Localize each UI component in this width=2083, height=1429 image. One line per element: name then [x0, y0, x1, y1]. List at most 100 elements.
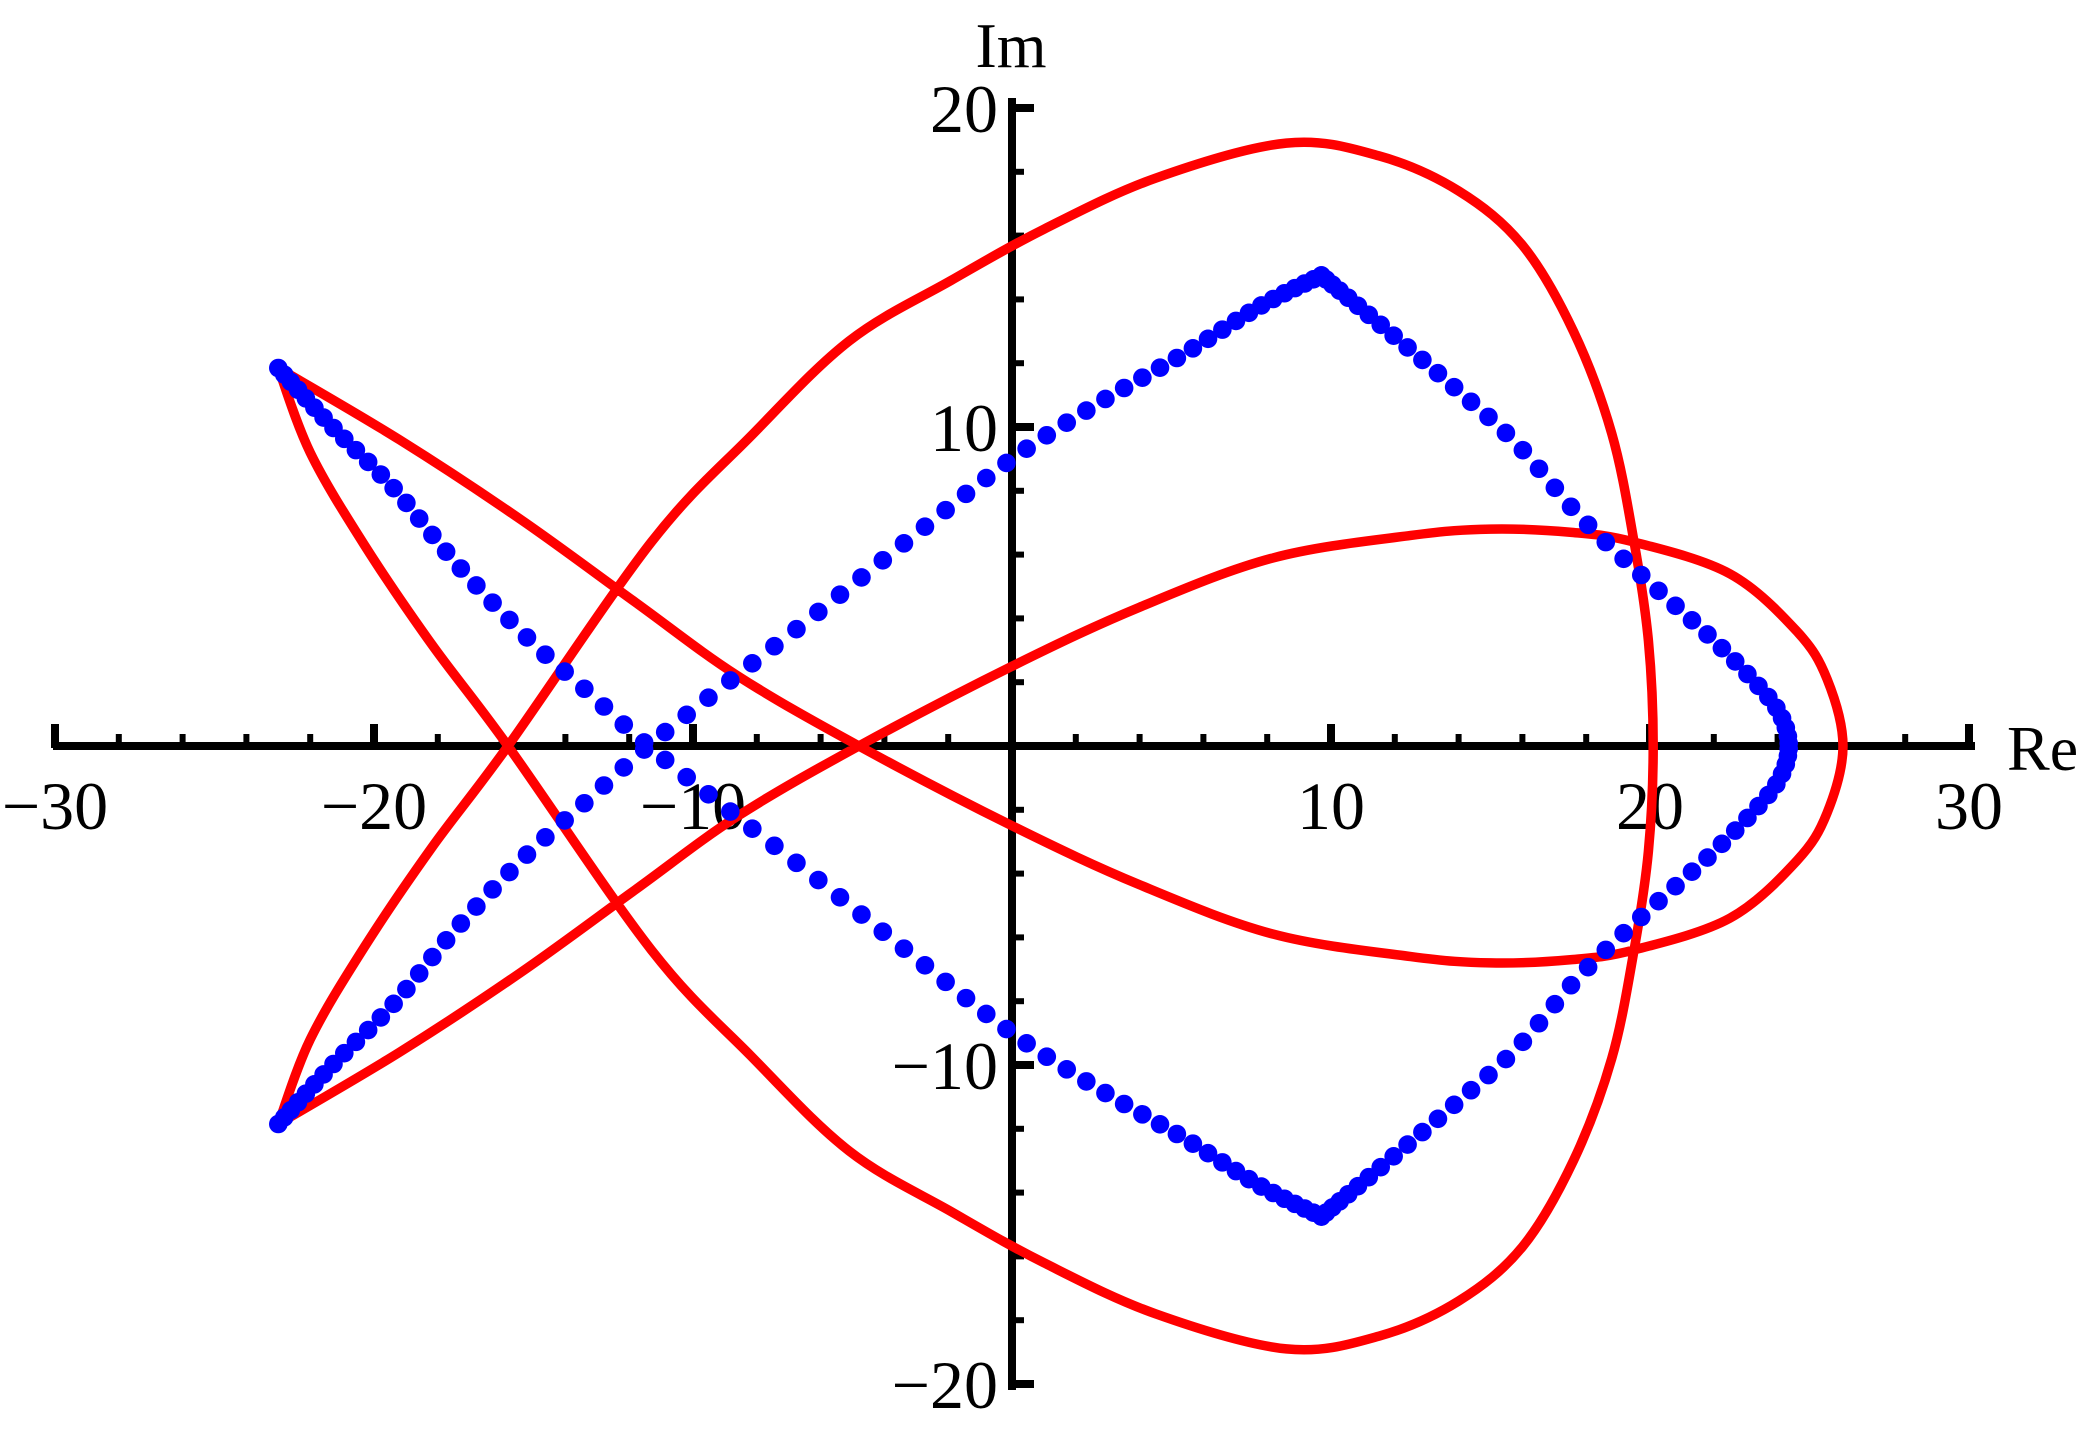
eigenvalue-dot: [384, 478, 403, 498]
eigenvalue-dot: [787, 619, 806, 639]
eigenvalue-dot: [1649, 581, 1668, 601]
eigenvalue-dot: [873, 922, 893, 942]
eigenvalue-dot: [1371, 1157, 1391, 1177]
eigenvalue-dot: [358, 1020, 378, 1040]
eigenvalue-dot: [1545, 478, 1565, 498]
eigenvalue-dot: [1114, 1094, 1134, 1114]
eigenvalue-dot: [384, 994, 403, 1014]
eigenvalue-dot: [1496, 423, 1516, 443]
eigenvalue-dot: [894, 939, 914, 958]
eigenvalue-dot: [500, 610, 519, 630]
eigenvalue-dots-layer: [269, 266, 1798, 1226]
eigenvalue-dot: [517, 628, 537, 647]
eigenvalue-dot: [1183, 339, 1203, 358]
eigenvalue-dot: [1561, 975, 1581, 995]
eigenvalue-dot: [1614, 923, 1633, 943]
eigenvalue-dot: [1631, 565, 1651, 585]
eigenvalue-dot: [809, 870, 828, 890]
eigenvalue-dot: [634, 740, 654, 759]
eigenvalue-dot: [536, 645, 555, 664]
eigenvalue-dot: [467, 897, 486, 916]
eigenvalue-dot: [483, 593, 502, 612]
eigenvalue-dot: [1198, 329, 1218, 349]
eigenvalue-dot: [1561, 497, 1581, 517]
eigenvalue-dot: [1496, 1049, 1516, 1069]
eigenvalue-dot: [1461, 392, 1481, 412]
y-tick-label: −20: [892, 1347, 998, 1423]
eigenvalue-dot: [397, 493, 416, 513]
eigenvalue-dot: [334, 1043, 354, 1063]
x-axis-label: Re: [2007, 713, 2078, 784]
eigenvalue-dot: [1738, 808, 1757, 828]
eigenvalue-dot: [1738, 664, 1757, 684]
eigenvalue-dot: [1384, 1146, 1403, 1166]
eigenvalue-arc-upper-left: [269, 358, 1331, 1226]
eigenvalue-dot: [655, 722, 675, 742]
eigenvalue-dot: [852, 568, 871, 587]
eigenvalue-dot: [423, 525, 442, 545]
eigenvalue-dot: [1513, 1032, 1533, 1052]
eigenvalue-dot: [956, 988, 976, 1008]
eigenvalue-dot: [346, 1032, 366, 1052]
eigenvalue-dot: [1682, 862, 1702, 881]
eigenvalue-dot: [1666, 876, 1685, 896]
eigenvalue-dot: [1428, 1109, 1448, 1129]
eigenvalue-dot: [1167, 1124, 1187, 1144]
eigenvalue-dot: [915, 956, 935, 975]
eigenvalue-dot: [936, 972, 955, 992]
eigenvalue-dot: [1057, 1060, 1077, 1079]
symbol-curve-layer: [273, 137, 1848, 1355]
eigenvalue-dot: [1578, 957, 1598, 977]
eigenvalue-dot: [1096, 1083, 1115, 1103]
eigenvalue-dot: [358, 452, 378, 472]
eigenvalue-dot: [575, 679, 594, 699]
eigenvalue-dot: [1150, 358, 1170, 378]
eigenvalue-dot: [699, 785, 718, 804]
eigenvalue-dot: [721, 671, 740, 690]
eigenvalue-dot: [1479, 1065, 1498, 1085]
eigenvalue-dot: [594, 776, 614, 795]
eigenvalue-dot: [1666, 596, 1685, 616]
x-tick-label: 30: [1935, 768, 2003, 844]
eigenvalue-dot: [699, 688, 718, 707]
eigenvalue-dot: [1712, 638, 1732, 658]
x-tick-label: 10: [1297, 768, 1365, 844]
y-tick-label: 20: [930, 71, 998, 147]
eigenvalue-dot: [614, 715, 634, 734]
eigenvalue-dot: [1312, 266, 1331, 285]
eigenvalue-dot: [1428, 363, 1448, 383]
eigenvalue-dot: [677, 705, 696, 725]
eigenvalue-dot: [575, 793, 594, 813]
eigenvalue-dot: [1749, 676, 1768, 696]
eigenvalue-dot: [1096, 389, 1115, 409]
eigenvalue-dot: [852, 905, 871, 924]
eigenvalue-dot: [555, 811, 574, 830]
eigenvalue-dot: [1057, 413, 1077, 432]
symbol-curve-path: [273, 137, 1848, 1355]
eigenvalue-dot: [1213, 1153, 1232, 1172]
eigenvalue-dot: [371, 465, 391, 484]
eigenvalue-dot: [451, 559, 471, 578]
eigenvalue-dot: [976, 1004, 996, 1024]
eigenvalue-dot: [1529, 459, 1549, 479]
eigenvalue-dot: [1712, 834, 1732, 854]
eigenvalue-dot: [1596, 532, 1616, 552]
eigenvalue-dot: [409, 509, 429, 528]
eigenvalue-dot: [1167, 348, 1187, 368]
eigenvalue-dot: [894, 534, 914, 553]
eigenvalue-dot: [721, 802, 740, 821]
eigenvalue-dot: [1133, 1105, 1152, 1124]
eigenvalue-dot: [1545, 994, 1565, 1014]
eigenvalue-dot: [830, 888, 850, 907]
eigenvalue-dot: [1682, 611, 1702, 630]
eigenvalue-dot: [873, 550, 893, 570]
eigenvalue-dot: [1037, 1047, 1057, 1067]
eigenvalue-dot: [371, 1008, 391, 1027]
eigenvalue-dot: [614, 758, 634, 777]
eigenvalue-dot: [1578, 515, 1598, 535]
eigenvalue-dot: [997, 453, 1016, 473]
eigenvalue-dot: [1529, 1013, 1549, 1033]
eigenvalue-dot: [1017, 439, 1036, 458]
